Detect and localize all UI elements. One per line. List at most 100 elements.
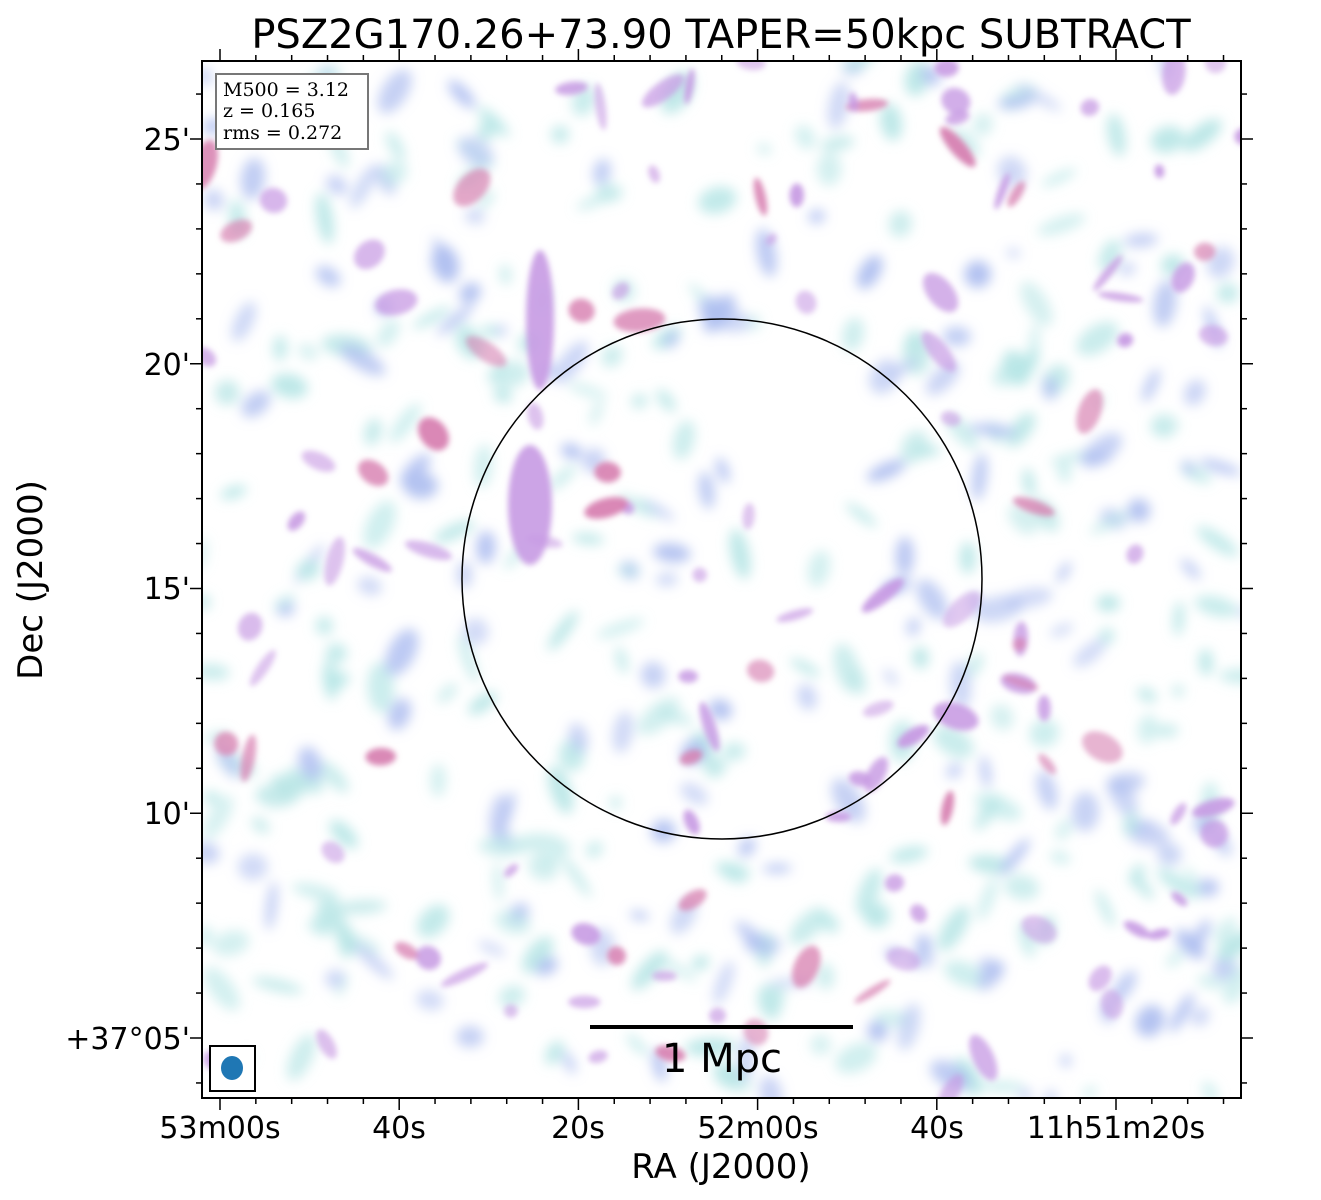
noise-blob [1060,1054,1072,1067]
noise-blob [292,883,340,901]
noise-blob [237,612,263,641]
noise-blob [202,347,217,367]
noise-blob [1123,233,1159,248]
plot-area [0,49,1253,1110]
noise-blob [353,239,385,270]
noise-blob [1096,594,1121,612]
noise-blob [1219,669,1241,684]
noise-blob [1171,262,1195,293]
noise-blob [684,68,695,105]
noise-blob [568,723,589,753]
noise-blob [494,910,531,935]
noise-blob [742,503,755,530]
noise-blob [1106,772,1146,794]
image-noise [202,61,1241,1098]
noise-blob [1029,719,1060,748]
noise-blob [833,643,861,693]
noise-blob [1154,164,1165,179]
noise-blob [220,219,253,243]
noise-blob [735,921,773,957]
noise-blob [980,1081,1025,1092]
noise-blob [1057,460,1072,483]
noise-blob [709,1007,726,1024]
noise-blob [1042,376,1058,401]
source-ring [0,153,32,197]
noise-blob [1056,561,1071,583]
noise-blob [950,128,981,157]
noise-blob [1005,412,1036,448]
noise-blob [753,177,768,216]
noise-blob [1123,811,1139,836]
noise-blob [699,701,720,752]
legend-line-z: z = 0.165 [223,100,315,122]
noise-blob [1194,595,1238,618]
noise-blob [1147,928,1171,940]
noise-blob [432,236,455,269]
noise-blob [1071,791,1100,832]
noise-blob [1076,321,1119,356]
noise-blob [939,126,976,168]
noise-blob [1003,675,1039,690]
noise-blob [592,158,611,186]
noise-blob [933,702,979,731]
noise-blob [936,1074,964,1098]
noise-blob [609,796,622,810]
noise-blob [315,616,333,635]
noise-blob [1149,423,1172,439]
noise-blob [1080,98,1100,117]
noise-blob [980,755,991,789]
noise-blob [562,1051,577,1074]
noise-blob [459,282,481,304]
noise-blob [810,1034,832,1056]
noise-blob [910,904,928,923]
noise-blob [334,931,381,954]
noise-blob [691,955,710,970]
noise-blob [1088,965,1112,992]
legend-line-m500: M500 = 3.12 [223,79,349,101]
noise-blob [377,69,412,114]
noise-blob [607,946,626,966]
scale-bar: 1 Mpc [590,1025,853,1082]
noise-blob [1170,802,1187,825]
noise-blob [792,945,821,988]
noise-blob [1175,929,1206,960]
noise-blob [653,543,691,563]
noise-blob [316,1029,337,1059]
noise-blob [548,464,577,491]
noise-blob [943,960,986,988]
noise-blob [453,168,491,207]
noise-blob [698,186,737,214]
noise-blob [437,304,474,336]
beam-indicator [209,1045,256,1092]
noise-blob [504,863,519,878]
noise-blob [738,1036,754,1082]
noise-blob [1183,379,1206,406]
noise-blob [888,357,918,380]
noise-blob [321,841,345,864]
noise-blob [1137,687,1157,703]
noise-blob [631,394,648,409]
noise-blob [1196,878,1219,897]
noise-blob [376,318,400,348]
noise-blob [357,576,382,596]
noise-blob [1198,648,1213,676]
noise-blob [202,139,219,190]
noise-blob [683,809,700,835]
noise-blob [1190,1007,1210,1027]
noise-blob [555,81,588,96]
noise-blob [776,608,814,623]
noise-blob [498,985,526,1008]
noise-blob [641,74,685,108]
x-tick-label: 40s [372,1111,426,1146]
noise-blob [1127,498,1151,523]
noise-blob [572,533,605,545]
noise-blob [265,881,278,931]
noise-blob [237,853,268,881]
noise-blob [1007,181,1026,208]
noise-blob [571,923,601,946]
noise-blob [922,272,959,313]
noise-blob [567,382,608,399]
noise-blob [897,724,930,748]
noise-blob [820,136,855,151]
